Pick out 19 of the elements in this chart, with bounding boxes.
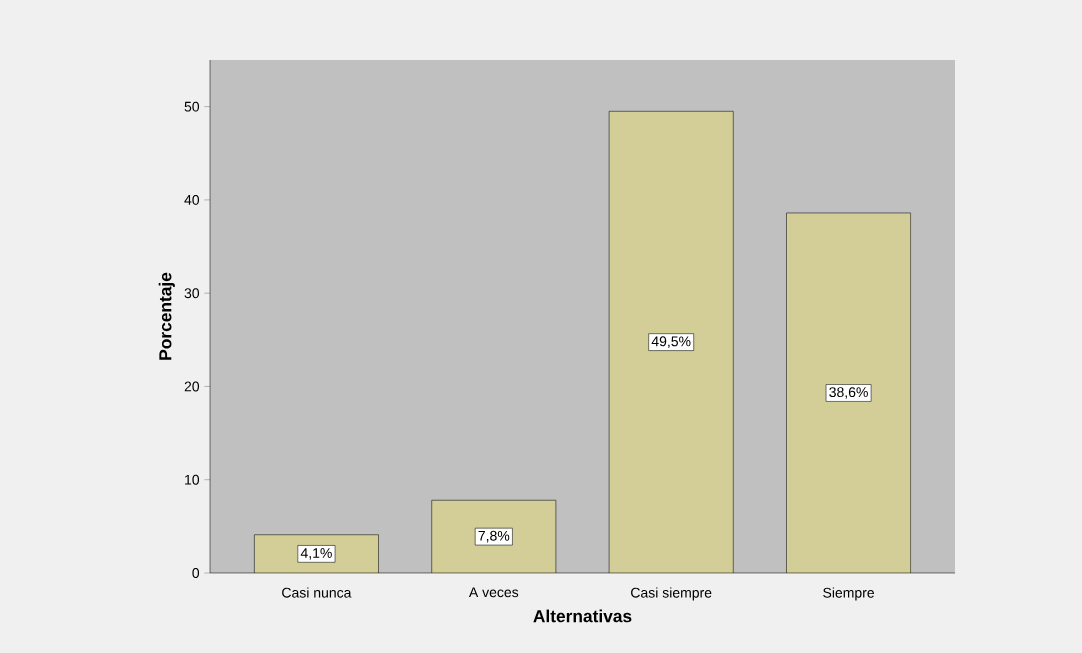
bar <box>431 500 556 573</box>
bar <box>609 111 734 573</box>
bar <box>786 212 911 573</box>
x-axis-title: Alternativas <box>533 609 632 623</box>
y-tick-label: 10 <box>185 474 200 485</box>
x-tick-label: A veces <box>468 587 519 598</box>
data-label: 49,5% <box>651 336 691 348</box>
x-tick-label: Casi siempre <box>631 587 712 601</box>
y-tick-label: 0 <box>192 568 200 578</box>
x-tick-label: Siempre <box>823 587 874 601</box>
y-tick-label: 50 <box>184 101 200 112</box>
x-tick-label: Casi nunca <box>282 587 352 598</box>
y-tick-label: 20 <box>184 381 200 392</box>
y-tick-label: 40 <box>184 194 200 205</box>
data-label: 4,1% <box>300 548 332 560</box>
data-label: 7,8% <box>478 530 510 543</box>
y-axis-title: Porcentaje <box>158 272 175 360</box>
data-label: 38,6% <box>829 387 868 399</box>
y-tick-label: 30 <box>184 288 200 299</box>
